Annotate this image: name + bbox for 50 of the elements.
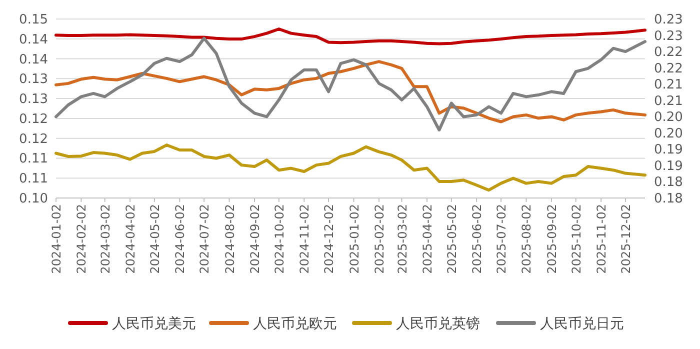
x-tick-label: 2024-12-02 (322, 204, 336, 274)
x-tick-label: 2025-02-02 (372, 204, 386, 274)
x-tick-label: 2025-09-02 (544, 204, 559, 274)
y2-tick-label: 0.19 (654, 158, 683, 174)
y2-tick-label: 0.23 (654, 28, 683, 44)
x-tick-label: 2025-12-02 (618, 204, 633, 274)
y2-tick-label: 0.21 (654, 78, 683, 93)
x-tick-label: 2024-05-02 (148, 204, 162, 274)
x-tick-label: 2024-01-02 (50, 204, 64, 274)
legend-label: 人民币兑日元 (540, 316, 624, 332)
x-tick-label: 2025-07-02 (494, 204, 509, 274)
y-tick-label: 0.15 (19, 12, 48, 28)
x-tick-label: 2024-04-02 (124, 204, 138, 274)
y-tick-label: 0.11 (19, 152, 48, 167)
x-tick-label: 2024-02-02 (74, 204, 89, 274)
y-tick-label: 0.10 (19, 192, 48, 206)
x-tick-label: 2025-08-02 (520, 204, 534, 274)
y-tick-label: 0.12 (19, 132, 48, 147)
x-tick-label: 2025-03-02 (395, 204, 410, 274)
x-tick-label: 2024-07-02 (198, 204, 212, 274)
x-tick-label: 2025-06-02 (470, 204, 484, 274)
y-tick-label: 0.13 (19, 92, 48, 108)
legend-label: 人民币兑英镑 (396, 316, 480, 332)
x-tick-label: 2024-08-02 (222, 204, 237, 274)
y-tick-label: 0.11 (19, 172, 48, 187)
y2-tick-label: 0.19 (654, 142, 683, 158)
y2-tick-label: 0.21 (654, 94, 683, 109)
x-tick-label: 2025-04-02 (420, 204, 434, 274)
y2-tick-label: 0.18 (654, 175, 683, 190)
x-tick-label: 2024-10-02 (272, 204, 286, 274)
x-tick-label: 2024-06-02 (173, 204, 188, 274)
x-tick-label: 2025-05-02 (444, 204, 459, 274)
legend-label: 人民币兑美元 (112, 316, 196, 332)
y-tick-label: 0.13 (19, 72, 48, 88)
y2-tick-label: 0.22 (654, 61, 683, 76)
legend-label: 人民币兑欧元 (253, 316, 337, 332)
y2-tick-label: 0.23 (654, 12, 683, 28)
y2-tick-label: 0.20 (654, 126, 683, 142)
y-tick-label: 0.14 (19, 32, 48, 48)
y2-tick-label: 0.22 (654, 45, 683, 60)
y-tick-label: 0.14 (19, 52, 48, 68)
x-tick-label: 2024-11-02 (298, 204, 312, 274)
x-tick-label: 2025-10-02 (569, 204, 584, 274)
y2-tick-label: 0.20 (654, 110, 683, 126)
x-tick-label: 2025-11-02 (594, 204, 609, 274)
x-tick-label: 2024-09-02 (248, 204, 262, 274)
x-tick-label: 2024-03-02 (98, 204, 112, 274)
y2-tick-label: 0.18 (654, 192, 683, 206)
y-tick-label: 0.12 (19, 112, 48, 127)
x-tick-label: 2025-01-02 (347, 204, 362, 274)
